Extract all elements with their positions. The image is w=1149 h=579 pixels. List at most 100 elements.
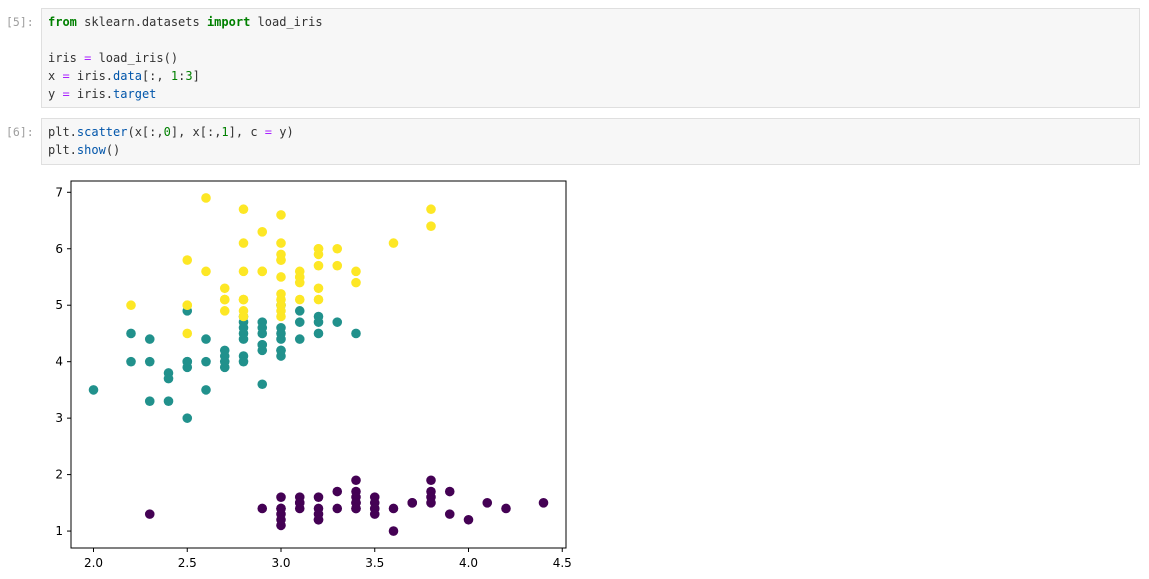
scatter-point [276, 311, 286, 322]
scatter-point [444, 509, 455, 519]
scatter-point [257, 503, 268, 514]
scatter-point [426, 475, 436, 486]
code-token: (x[:, [127, 125, 164, 139]
scatter-point [276, 210, 286, 220]
scatter-point [538, 498, 549, 508]
code-token: ], c [228, 125, 265, 139]
scatter-point [351, 328, 361, 339]
scatter-point [219, 356, 230, 367]
scatter-point [294, 317, 305, 327]
code-line [48, 31, 1133, 49]
code-token: 1 [170, 69, 179, 83]
code-token: 0 [163, 125, 171, 139]
code-line: iris = load_iris() [48, 49, 1133, 67]
scatter-point [276, 238, 286, 248]
scatter-point [238, 294, 249, 305]
code-token: ], x[:, [170, 125, 222, 139]
scatter-point [313, 294, 324, 305]
scatter-point [294, 272, 305, 282]
code-token: = [62, 69, 70, 83]
scatter-point [238, 266, 249, 277]
scatter-point [257, 339, 268, 350]
scatter-point [351, 266, 361, 277]
scatter-point [201, 193, 211, 203]
scatter-point [388, 526, 399, 536]
scatter-point [201, 385, 211, 395]
code-token: from [48, 15, 77, 29]
scatter-point [332, 503, 343, 514]
scatter-point [88, 385, 99, 395]
code-token: sklearn.datasets [76, 15, 207, 29]
scatter-point [332, 243, 343, 254]
scatter-point [182, 300, 193, 311]
scatter-point [388, 503, 399, 514]
code-token: = [62, 87, 70, 101]
code-line: y = iris.target [48, 85, 1133, 103]
scatter-point [257, 328, 268, 339]
scatter-point [126, 328, 136, 339]
scatter-point [126, 300, 136, 311]
cell-prompt: [5]: [6, 15, 34, 29]
scatter-point [182, 328, 193, 339]
scatter-point [313, 317, 324, 327]
scatter-point [276, 503, 286, 514]
code-token: [:, [141, 69, 171, 83]
scatter-point [144, 334, 155, 344]
scatter-point [126, 356, 136, 367]
scatter-point [294, 498, 305, 508]
code-token: load_iris [250, 15, 323, 29]
scatter-point [219, 294, 230, 305]
scatter-point [238, 356, 249, 367]
scatter-point [332, 317, 343, 327]
code-line: plt.show() [48, 141, 1133, 159]
scatter-point [313, 243, 324, 254]
code-token: 3 [185, 69, 193, 83]
scatter-point [313, 283, 324, 294]
scatter-point [501, 503, 511, 514]
code-token: y [48, 87, 63, 101]
ticks-layer: 2.0 2.5 3.0 3.5 4.0 4.5 1 2 3 4 5 6 7 [55, 185, 571, 570]
scatter-point [276, 272, 286, 282]
y-tick-label: 3 [55, 411, 63, 425]
code-token: load_iris() [91, 51, 179, 65]
scatter-point [426, 498, 436, 508]
scatter-point [332, 486, 343, 497]
y-tick-label: 4 [55, 355, 63, 369]
scatter-point [482, 498, 493, 508]
code-line: plt.scatter(x[:,0], x[:,1], c = y) [48, 123, 1133, 141]
scatter-point [201, 356, 211, 367]
code-token: () [105, 143, 121, 157]
scatter-point [313, 260, 324, 271]
scatter-point [369, 509, 380, 519]
code-token: x [48, 69, 63, 83]
scatter-point [294, 294, 305, 305]
cell-prompt: [6]: [6, 125, 34, 139]
code-editor[interactable]: plt.scatter(x[:,0], x[:,1], c = y) plt.sh… [41, 118, 1140, 165]
scatter-point [313, 328, 324, 339]
code-editor[interactable]: from sklearn.datasets import load_iris ir… [41, 8, 1140, 108]
code-token: iris. [69, 69, 114, 83]
scatter-point [276, 334, 286, 344]
scatter-point [313, 514, 324, 525]
x-tick-label: 2.0 [84, 556, 103, 570]
points-layer [88, 193, 549, 536]
scatter-point [238, 311, 249, 322]
scatter-point [257, 266, 268, 277]
scatter-point [313, 492, 324, 502]
code-token: iris [48, 51, 85, 65]
scatter-point [463, 514, 474, 525]
scatter-point [238, 334, 249, 344]
y-tick-label: 7 [55, 185, 63, 199]
y-tick-label: 2 [55, 468, 63, 482]
scatter-point [219, 283, 230, 294]
code-token: = [264, 125, 273, 139]
code-token: plt. [48, 125, 77, 139]
scatter-point [276, 300, 286, 311]
x-tick-label: 4.5 [553, 556, 572, 570]
x-tick-label: 2.5 [178, 556, 197, 570]
code-token: ] [192, 69, 200, 83]
scatter-point [163, 396, 174, 406]
scatter-point [276, 492, 286, 502]
scatter-point [163, 373, 174, 384]
scatter-point [407, 498, 418, 508]
